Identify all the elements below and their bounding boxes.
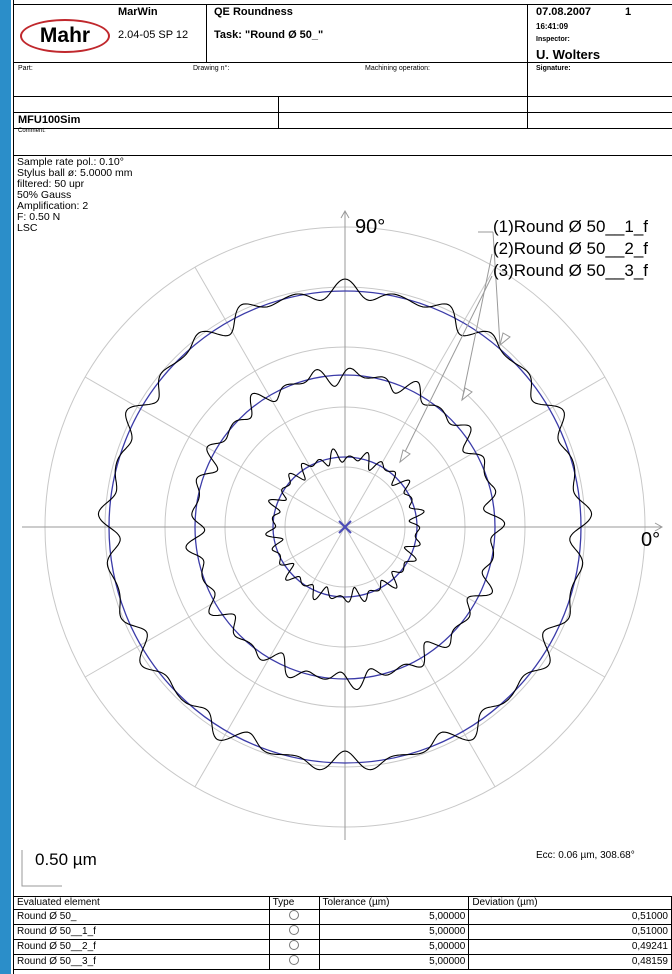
measured-profiles: [97, 278, 593, 771]
part-label: Part:: [18, 65, 33, 72]
software-name: MarWin: [118, 6, 158, 18]
scale-bar: [21, 850, 62, 887]
param-gauss: 50% Gauss: [17, 189, 72, 201]
measurement-parameters: Sample rate pol.: 0.10° Stylus ball ø: 5…: [17, 157, 133, 234]
inspector-name: U. Wolters: [536, 47, 601, 62]
profile-leader-lines: [399, 231, 511, 464]
module-name: QE Roundness: [214, 6, 293, 18]
roundness-symbol-icon: [268, 939, 320, 955]
param-sample-rate: Sample rate pol.: 0.10°: [17, 156, 124, 168]
page-number: 1: [625, 6, 632, 18]
inspector-label: Inspector:: [536, 36, 570, 43]
param-filter: filtered: 50 upr: [17, 178, 85, 190]
cell-element: Round Ø 50__2_f: [13, 939, 270, 955]
grid-spoke: [344, 266, 496, 528]
reference-circle-3: [272, 456, 418, 598]
profile-label-2: (2)Round Ø 50__2_f: [493, 239, 648, 258]
cell-tolerance: 5,00000: [318, 954, 470, 970]
profile-label-1: (1)Round Ø 50__1_f: [493, 217, 648, 236]
grid-spoke: [194, 526, 346, 788]
report-frame: [13, 0, 672, 974]
table-row: Round Ø 50__2_f 5,00000 0,49241: [13, 939, 672, 955]
table-row: Round Ø 50_ 5,00000 0,51000: [13, 909, 672, 925]
window-edge-bar: [0, 0, 11, 974]
cell-element: Round Ø 50__3_f: [13, 954, 270, 970]
profile-curve-3: [265, 448, 425, 603]
operation-label: Machining operation:: [365, 65, 430, 72]
roundness-symbol-icon: [268, 954, 320, 970]
roundness-symbol-icon: [268, 924, 320, 940]
cell-tolerance: 5,00000: [318, 924, 470, 940]
report-date: 07.08.2007: [536, 6, 592, 18]
param-amplification: Amplification: 2: [17, 200, 89, 212]
col-header-element: Evaluated element: [13, 896, 270, 910]
leader-line: [461, 253, 493, 401]
results-table: Evaluated element Type Tolerance (µm) De…: [13, 896, 672, 970]
signature-label: Signature:: [536, 65, 571, 72]
grid-spoke: [194, 266, 346, 528]
profile-curve-2: [185, 367, 506, 691]
table-row: Round Ø 50__3_f 5,00000 0,48159: [13, 954, 672, 970]
drawing-label: Drawing n°:: [193, 65, 230, 72]
param-stylus: Stylus ball ø: 5.0000 mm: [17, 167, 133, 179]
mahr-logo: Mahr: [20, 19, 110, 53]
col-header-deviation: Deviation (µm): [468, 896, 672, 910]
angle-0-label: 0°: [641, 529, 661, 551]
leader-line: [399, 275, 493, 463]
center-mark: [338, 520, 352, 534]
cell-element: Round Ø 50__1_f: [13, 924, 270, 940]
cell-tolerance: 5,00000: [318, 939, 470, 955]
table-header-row: Evaluated element Type Tolerance (µm) De…: [13, 896, 672, 910]
angle-90-label: 90°: [355, 216, 386, 238]
scale-label: 0.50 µm: [35, 850, 97, 869]
grid-spoke: [344, 526, 496, 788]
reference-circle-2: [194, 374, 496, 680]
machine-name: MFU100Sim: [18, 114, 81, 126]
cell-deviation: 0,51000: [468, 924, 672, 940]
leader-arrow: [399, 449, 411, 464]
profile-curve-1: [97, 278, 593, 771]
col-header-tolerance: Tolerance (µm): [318, 896, 470, 910]
cell-deviation: 0,49241: [468, 939, 672, 955]
table-row: Round Ø 50__1_f 5,00000 0,51000: [13, 924, 672, 940]
comment-label: Comment:: [18, 128, 46, 134]
cell-element: Round Ø 50_: [13, 909, 270, 925]
software-version: 2.04-05 SP 12: [118, 29, 189, 41]
cell-deviation: 0,48159: [468, 954, 672, 970]
task-title: Task: "Round Ø 50_": [214, 29, 324, 41]
leader-arrow: [499, 332, 511, 347]
roundness-symbol-icon: [268, 909, 320, 925]
cell-tolerance: 5,00000: [318, 909, 470, 925]
param-force: F: 0.50 N: [17, 211, 61, 223]
leader-line: [492, 231, 501, 346]
cell-deviation: 0,51000: [468, 909, 672, 925]
leader-arrow: [461, 387, 473, 402]
profile-label-3: (3)Round Ø 50__3_f: [493, 261, 648, 280]
col-header-type: Type: [268, 896, 320, 910]
eccentricity: Ecc: 0.06 µm, 308.68°: [536, 850, 635, 861]
param-method: LSC: [17, 222, 38, 234]
report-time: 16:41:09: [536, 22, 569, 31]
